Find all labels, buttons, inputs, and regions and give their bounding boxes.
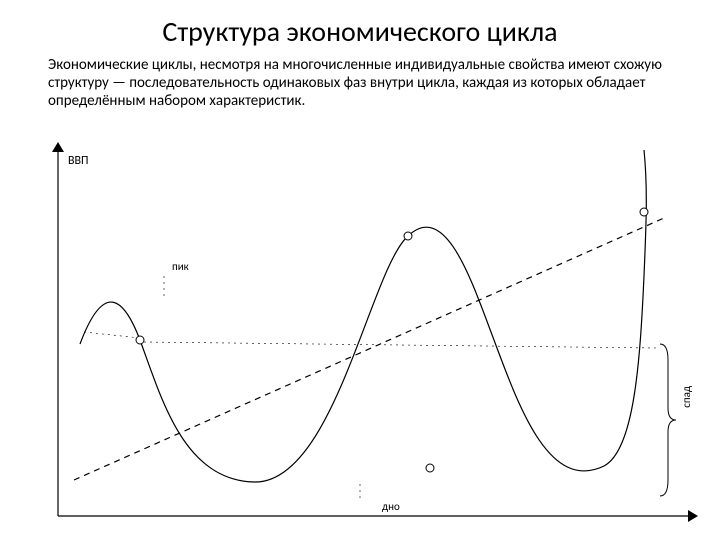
slide-title: Структура экономического цикла (0, 14, 720, 49)
cycle-chart: ВВП пик дно спад (44, 140, 700, 532)
y-axis-label: ВВП (68, 154, 89, 168)
chart-svg (44, 140, 700, 532)
slide-body: Экономические циклы, несмотря на многочи… (48, 56, 688, 110)
recession-label: спад (680, 386, 693, 408)
trough-label: дно (382, 500, 400, 513)
peak-label: пик (172, 260, 189, 273)
